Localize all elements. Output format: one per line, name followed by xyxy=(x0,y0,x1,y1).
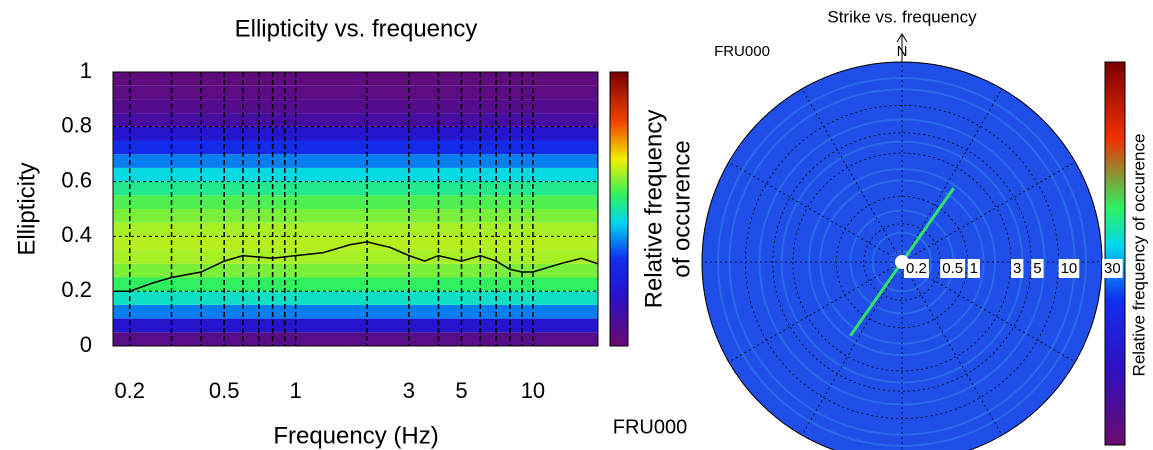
colorbar xyxy=(609,71,629,347)
radial-line xyxy=(901,161,1076,263)
density-cell xyxy=(113,304,598,319)
colorbar-label: Relative frequency of occurence xyxy=(1129,134,1148,377)
density-cell xyxy=(113,85,598,100)
label-box xyxy=(940,258,966,278)
density-cell xyxy=(113,99,598,114)
y-tick-label: 0 xyxy=(80,332,92,357)
density-cell xyxy=(113,167,598,182)
x-axis-label: Frequency (Hz) xyxy=(273,422,438,449)
y-axis-label: Ellipticity xyxy=(13,162,40,255)
label-box xyxy=(967,258,980,278)
median-line xyxy=(113,241,598,292)
y-tick-label: 0.8 xyxy=(61,113,92,138)
density-cell xyxy=(113,209,598,223)
station-label: FRU000 xyxy=(714,43,770,60)
density-cell xyxy=(113,277,598,292)
plot-frame xyxy=(112,71,599,347)
radial-line xyxy=(801,88,903,263)
r-tick-label: 0.2 xyxy=(906,260,927,277)
x-tick-label: 3 xyxy=(403,378,415,403)
strike-panel: Strike vs. frequency FRU000 Relative fre… xyxy=(701,7,1148,450)
r-tick-label: 10 xyxy=(1061,260,1078,277)
north-arrow xyxy=(896,33,908,43)
r-tick-label: 1 xyxy=(970,260,978,277)
x-tick-label: 5 xyxy=(455,378,467,403)
y-tick-label: 0.4 xyxy=(61,222,92,247)
colorbar-label: of occurence xyxy=(668,140,695,277)
colorbar xyxy=(1104,61,1126,446)
ring xyxy=(717,77,1087,447)
y-tick-label: 1 xyxy=(80,58,92,83)
density-cell xyxy=(113,332,598,346)
y-tick-label: 0.2 xyxy=(61,277,92,302)
radial-line xyxy=(728,261,903,363)
radial-line xyxy=(901,261,1003,436)
chart-title: Strike vs. frequency xyxy=(827,7,977,26)
density-cell xyxy=(113,140,598,155)
x-tick-label: 1 xyxy=(289,378,301,403)
x-tick-label: 0.2 xyxy=(114,378,145,403)
label-box xyxy=(1102,258,1123,278)
ellipticity-panel: Ellipticity vs. frequency Frequency (Hz)… xyxy=(13,15,695,449)
radial-line xyxy=(901,261,1076,363)
label-box xyxy=(1031,258,1044,278)
r-tick-label: 0.5 xyxy=(942,260,963,277)
x-tick-label: 0.5 xyxy=(209,378,240,403)
north-label: N xyxy=(897,43,908,60)
label-box xyxy=(904,258,929,278)
y-tick-label: 0.6 xyxy=(61,167,92,192)
label-box xyxy=(1011,258,1024,278)
chart-title: Ellipticity vs. frequency xyxy=(235,15,478,42)
x-tick-label: 10 xyxy=(521,378,545,403)
r-tick-label: 5 xyxy=(1033,260,1041,277)
density-cell xyxy=(113,181,598,196)
density-cell xyxy=(113,318,598,333)
ring xyxy=(807,167,997,357)
density-cell xyxy=(113,72,598,86)
density-cell xyxy=(113,222,598,237)
radial-line xyxy=(728,161,903,263)
radial-line xyxy=(901,88,1003,263)
density-cell xyxy=(113,291,598,305)
ring xyxy=(758,118,1046,406)
r-tick-label: 30 xyxy=(1104,260,1121,277)
density-cell xyxy=(113,126,598,141)
station-label: FRU000 xyxy=(613,416,687,438)
density-cell xyxy=(113,195,598,209)
colorbar-label: Relative frequency xyxy=(640,110,667,309)
density-cell xyxy=(113,154,598,168)
label-box xyxy=(1058,258,1080,278)
density-cell xyxy=(113,113,598,127)
ring xyxy=(871,231,933,293)
density-cell xyxy=(113,250,598,264)
heatmap xyxy=(113,72,598,346)
r-tick-label: 3 xyxy=(1013,260,1021,277)
radial-line xyxy=(801,261,903,436)
density-cell xyxy=(113,263,598,278)
